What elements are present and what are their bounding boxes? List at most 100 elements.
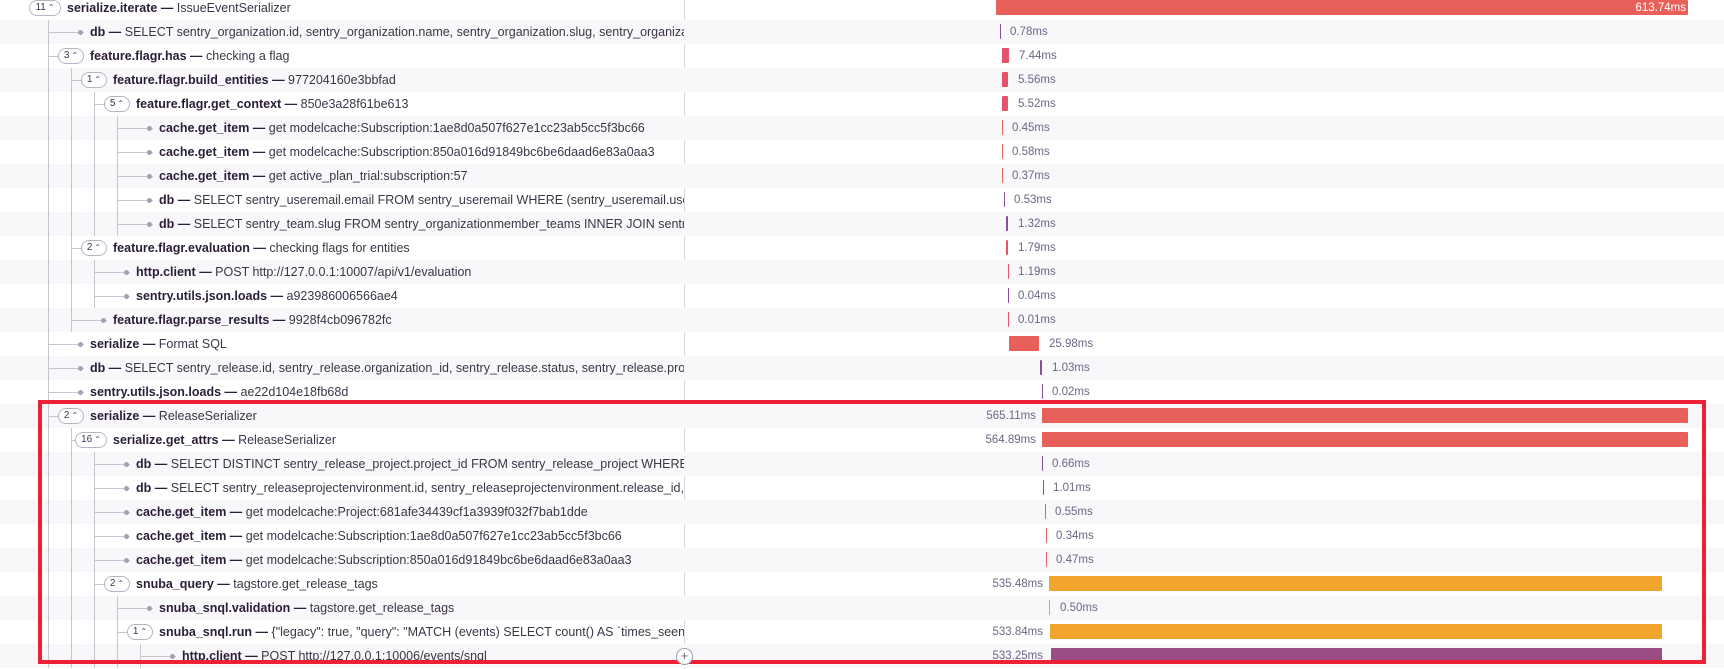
span-label[interactable]: db — SELECT sentry_organization.id, sent…: [90, 20, 684, 44]
span-row[interactable]: cache.get_item — get modelcache:Project:…: [0, 500, 1724, 524]
span-label[interactable]: feature.flagr.parse_results — 9928f4cb09…: [113, 308, 392, 332]
span-label[interactable]: serialize.get_attrs — ReleaseSerializer: [113, 428, 336, 452]
span-row[interactable]: cache.get_item — get modelcache:Subscrip…: [0, 140, 1724, 164]
span-description: get modelcache:Subscription:1ae8d0a507f6…: [268, 121, 645, 135]
span-label[interactable]: feature.flagr.build_entities — 977204160…: [113, 68, 396, 92]
expand-toggle-button[interactable]: 1 ⌃: [127, 624, 153, 640]
expand-toggle-button[interactable]: 2 ⌃: [104, 576, 130, 592]
span-label[interactable]: http.client — POST http://127.0.0.1:1000…: [136, 260, 471, 284]
span-row[interactable]: 1 ⌃ snuba_snql.run — {"legacy": true, "que…: [0, 620, 1724, 644]
span-row[interactable]: feature.flagr.parse_results — 9928f4cb09…: [0, 308, 1724, 332]
tree-guide-line: [71, 140, 72, 164]
span-duration-bar[interactable]: [1050, 624, 1662, 639]
span-label[interactable]: feature.flagr.get_context — 850e3a28f61b…: [136, 92, 408, 116]
span-duration-bar[interactable]: [1002, 48, 1009, 63]
expand-toggle-button[interactable]: 16 ⌃: [75, 432, 107, 448]
span-duration-bar[interactable]: [1042, 456, 1043, 471]
span-duration-bar[interactable]: [1002, 168, 1003, 183]
span-row[interactable]: db — SELECT sentry_organization.id, sent…: [0, 20, 1724, 44]
span-label[interactable]: serialize.iterate — IssueEventSerializer: [67, 0, 291, 20]
span-row[interactable]: 11 ⌃ serialize.iterate — IssueEventSeriali…: [0, 0, 1724, 20]
span-duration-bar[interactable]: [1046, 552, 1047, 567]
span-row[interactable]: cache.get_item — get active_plan_trial:s…: [0, 164, 1724, 188]
expand-toggle-button[interactable]: 11 ⌃: [29, 0, 61, 16]
span-row[interactable]: serialize — Format SQL 25.98ms: [0, 332, 1724, 356]
span-duration-bar[interactable]: [1049, 600, 1050, 615]
expand-toggle-button[interactable]: 2 ⌃: [81, 240, 107, 256]
span-label[interactable]: snuba_snql.run — {"legacy": true, "query…: [159, 620, 684, 644]
span-duration-bar[interactable]: [1006, 216, 1008, 231]
span-duration-bar[interactable]: [1006, 240, 1008, 255]
span-label[interactable]: cache.get_item — get modelcache:Project:…: [136, 500, 588, 524]
span-label[interactable]: sentry.utils.json.loads — a923986006566a…: [136, 284, 398, 308]
span-row[interactable]: cache.get_item — get modelcache:Subscrip…: [0, 116, 1724, 140]
span-label[interactable]: cache.get_item — get modelcache:Subscrip…: [159, 140, 655, 164]
span-duration-bar[interactable]: [1042, 408, 1688, 423]
span-label[interactable]: cache.get_item — get modelcache:Subscrip…: [159, 116, 645, 140]
span-label[interactable]: serialize — Format SQL: [90, 332, 227, 356]
span-duration-bar[interactable]: [1051, 648, 1662, 663]
span-row[interactable]: 2 ⌃ feature.flagr.evaluation — checking fl…: [0, 236, 1724, 260]
span-label[interactable]: snuba_query — tagstore.get_release_tags: [136, 572, 378, 596]
span-row[interactable]: db — SELECT sentry_release.id, sentry_re…: [0, 356, 1724, 380]
span-label[interactable]: feature.flagr.evaluation — checking flag…: [113, 236, 410, 260]
span-row[interactable]: cache.get_item — get modelcache:Subscrip…: [0, 548, 1724, 572]
span-duration-label: 533.25ms: [992, 650, 1043, 662]
span-label[interactable]: cache.get_item — get active_plan_trial:s…: [159, 164, 468, 188]
span-duration-bar[interactable]: [1002, 72, 1008, 87]
span-label[interactable]: db — SELECT sentry_team.slug FROM sentry…: [159, 212, 684, 236]
span-duration-bar[interactable]: [1008, 312, 1009, 327]
span-label[interactable]: db — SELECT sentry_useremail.email FROM …: [159, 188, 684, 212]
span-label[interactable]: cache.get_item — get modelcache:Subscrip…: [136, 548, 632, 572]
expand-toggle-button[interactable]: 2 ⌃: [58, 408, 84, 424]
span-duration-bar[interactable]: [1046, 528, 1047, 543]
span-label[interactable]: http.client — POST http://127.0.0.1:1000…: [182, 644, 487, 668]
expand-toggle-button[interactable]: 3 ⌃: [58, 48, 84, 64]
span-label[interactable]: db — SELECT sentry_releaseprojectenviron…: [136, 476, 684, 500]
span-row[interactable]: db — SELECT sentry_useremail.email FROM …: [0, 188, 1724, 212]
span-row[interactable]: 16 ⌃ serialize.get_attrs — ReleaseSerializ…: [0, 428, 1724, 452]
span-row[interactable]: 2 ⌃ serialize — ReleaseSerializer 565.11ms: [0, 404, 1724, 428]
span-row[interactable]: sentry.utils.json.loads — a923986006566a…: [0, 284, 1724, 308]
span-duration-bar[interactable]: [1008, 288, 1009, 303]
span-label[interactable]: db — SELECT sentry_release.id, sentry_re…: [90, 356, 684, 380]
span-row[interactable]: http.client — POST http://127.0.0.1:1000…: [0, 260, 1724, 284]
span-duration-bar[interactable]: [1002, 96, 1008, 111]
span-duration-bar[interactable]: [1042, 384, 1043, 399]
span-label[interactable]: cache.get_item — get modelcache:Subscrip…: [136, 524, 622, 548]
span-row[interactable]: sentry.utils.json.loads — ae22d104e18fb6…: [0, 380, 1724, 404]
span-row[interactable]: 5 ⌃ feature.flagr.get_context — 850e3a28f6…: [0, 92, 1724, 116]
span-label[interactable]: sentry.utils.json.loads — ae22d104e18fb6…: [90, 380, 348, 404]
add-icon[interactable]: +: [676, 648, 693, 665]
span-label[interactable]: snuba_snql.validation — tagstore.get_rel…: [159, 596, 454, 620]
span-duration-bar[interactable]: [1049, 576, 1662, 591]
expand-toggle-button[interactable]: 1 ⌃: [81, 72, 107, 88]
span-row[interactable]: http.client — POST http://127.0.0.1:1000…: [0, 644, 1724, 668]
span-duration-bar[interactable]: [1040, 360, 1042, 375]
span-duration-bar[interactable]: [1008, 264, 1009, 279]
column-divider[interactable]: [684, 0, 685, 669]
span-row[interactable]: db — SELECT sentry_team.slug FROM sentry…: [0, 212, 1724, 236]
span-duration-bar[interactable]: [1042, 432, 1688, 447]
span-duration-bar[interactable]: [1043, 480, 1044, 495]
span-duration-bar[interactable]: [1009, 336, 1039, 351]
span-duration-bar[interactable]: [1002, 120, 1003, 135]
span-duration-bar[interactable]: [996, 0, 1688, 15]
span-row[interactable]: db — SELECT sentry_releaseprojectenviron…: [0, 476, 1724, 500]
span-label[interactable]: feature.flagr.has — checking a flag: [90, 44, 289, 68]
span-tree-cell: db — SELECT sentry_team.slug FROM sentry…: [0, 212, 684, 236]
span-label[interactable]: db — SELECT DISTINCT sentry_release_proj…: [136, 452, 684, 476]
span-row[interactable]: 1 ⌃ feature.flagr.build_entities — 9772041…: [0, 68, 1724, 92]
span-duration-bar[interactable]: [1045, 504, 1046, 519]
span-row[interactable]: snuba_snql.validation — tagstore.get_rel…: [0, 596, 1724, 620]
tree-guide-line: [71, 92, 72, 116]
expand-toggle-button[interactable]: 5 ⌃: [104, 96, 130, 112]
span-row[interactable]: 2 ⌃ snuba_query — tagstore.get_release_tag…: [0, 572, 1724, 596]
span-duration-bar[interactable]: [1002, 144, 1003, 159]
span-row[interactable]: cache.get_item — get modelcache:Subscrip…: [0, 524, 1724, 548]
span-duration-bar[interactable]: [1000, 24, 1001, 39]
span-duration-bar[interactable]: [1004, 192, 1005, 207]
span-row[interactable]: 3 ⌃ feature.flagr.has — checking a flag 7.4…: [0, 44, 1724, 68]
span-row[interactable]: db — SELECT DISTINCT sentry_release_proj…: [0, 452, 1724, 476]
span-label[interactable]: serialize — ReleaseSerializer: [90, 404, 257, 428]
